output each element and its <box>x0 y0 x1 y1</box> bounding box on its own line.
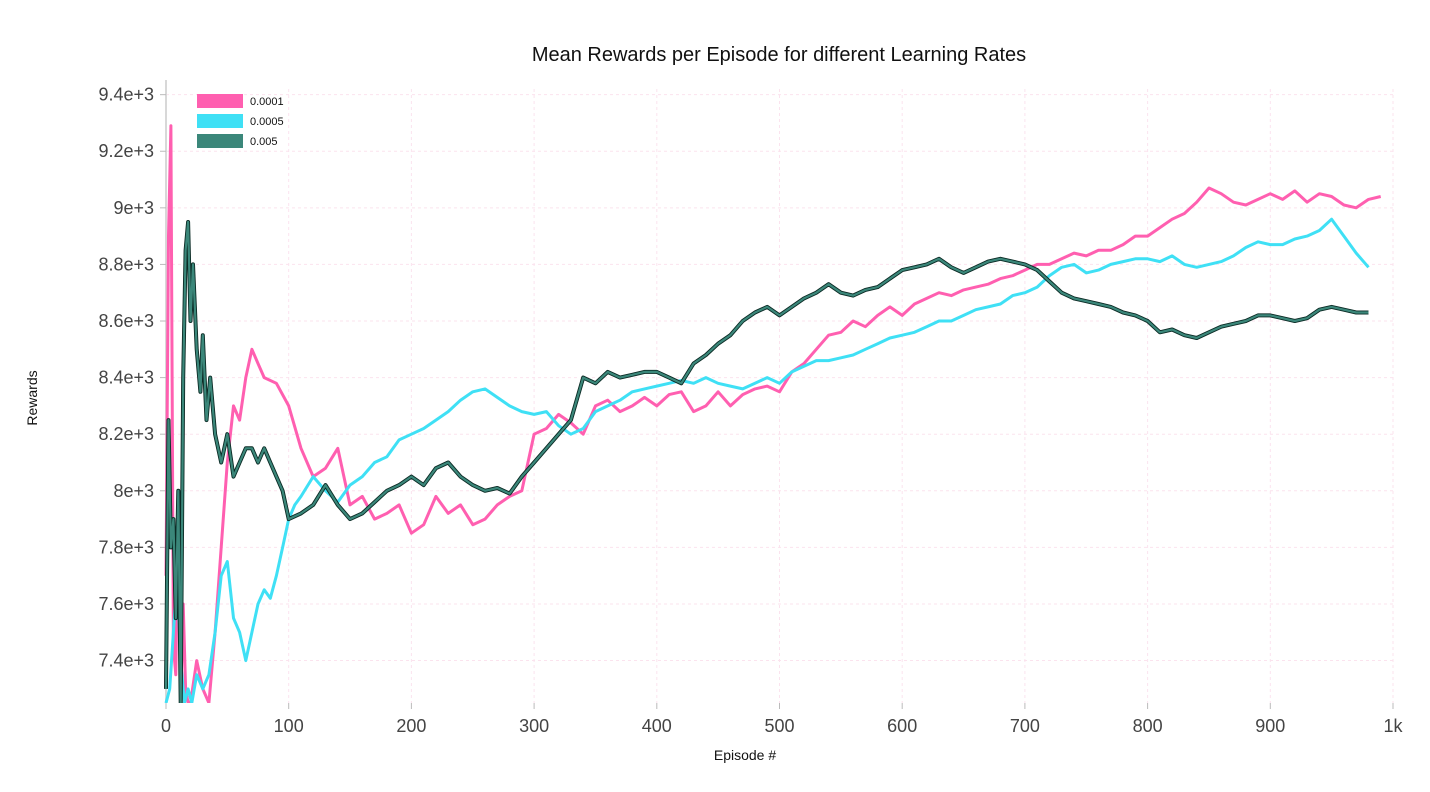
x-tick-label: 800 <box>1133 716 1163 736</box>
y-axis-label: Rewards <box>24 370 40 425</box>
series-line-outline <box>164 220 1369 703</box>
x-tick-label: 200 <box>396 716 426 736</box>
y-tick-label: 8e+3 <box>113 481 154 501</box>
y-tick-label: 7.6e+3 <box>98 594 154 614</box>
legend-swatch[interactable] <box>197 94 243 108</box>
grid-lines <box>165 89 1394 703</box>
chart-title: Mean Rewards per Episode for different L… <box>532 44 1026 66</box>
plot-area <box>164 124 1382 703</box>
x-axis-ticks: 0 100 200 300 400 500 600 700 800 900 1k <box>161 703 1404 736</box>
y-tick-label: 9.2e+3 <box>98 141 154 161</box>
y-tick-label: 9.4e+3 <box>98 85 154 105</box>
x-tick-label: 300 <box>519 716 549 736</box>
legend-swatch[interactable] <box>197 134 243 148</box>
y-axis-ticks: 7.4e+3 7.6e+3 7.8e+3 8e+3 8.2e+3 8.4e+3 8.6e+3… <box>98 85 166 671</box>
x-tick-label: 700 <box>1010 716 1040 736</box>
x-tick-label: 100 <box>274 716 304 736</box>
y-tick-label: 8.8e+3 <box>98 254 154 274</box>
y-tick-label: 8.2e+3 <box>98 424 154 444</box>
x-tick-label: 600 <box>887 716 917 736</box>
x-axis-label: Episode # <box>714 747 776 763</box>
y-tick-label: 8.6e+3 <box>98 311 154 331</box>
series-line-0.0001 <box>164 124 1382 703</box>
legend-label[interactable]: 0.0001 <box>250 96 284 108</box>
y-tick-label: 7.4e+3 <box>98 651 154 671</box>
series-line-0.0005 <box>164 217 1370 703</box>
legend-swatch[interactable] <box>197 114 243 128</box>
x-tick-label: 400 <box>642 716 672 736</box>
y-tick-label: 8.4e+3 <box>98 368 154 388</box>
legend-label[interactable]: 0.005 <box>250 136 278 148</box>
legend[interactable]: 0.0001 0.0005 0.005 <box>197 94 284 148</box>
legend-label[interactable]: 0.0005 <box>250 116 284 128</box>
x-tick-label: 1k <box>1383 716 1403 736</box>
series-line-0.005 <box>164 220 1369 703</box>
x-tick-label: 500 <box>764 716 794 736</box>
y-tick-label: 9e+3 <box>113 198 154 218</box>
y-tick-label: 7.8e+3 <box>98 537 154 557</box>
x-tick-label: 0 <box>161 716 171 736</box>
x-tick-label: 900 <box>1255 716 1285 736</box>
